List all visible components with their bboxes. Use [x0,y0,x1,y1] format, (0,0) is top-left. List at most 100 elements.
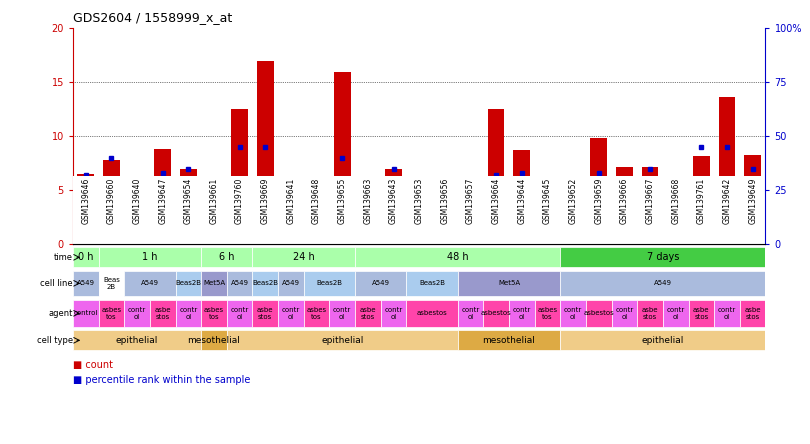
Bar [155,149,171,244]
Bar [355,300,381,327]
Text: GSM139649: GSM139649 [748,178,757,224]
Text: control: control [74,310,98,316]
Bar [103,160,120,244]
Text: A549: A549 [77,280,95,286]
Bar [509,300,535,327]
Text: GSM139641: GSM139641 [287,178,296,224]
Text: GSM139668: GSM139668 [671,178,680,224]
Bar [718,97,735,244]
Bar [565,226,582,244]
Bar [561,300,586,327]
Text: contr
ol: contr ol [667,307,684,320]
Bar [663,300,688,327]
Bar [227,330,458,350]
Bar [612,300,637,327]
Text: time: time [54,253,73,262]
Text: epithelial: epithelial [642,336,684,345]
Bar [561,247,765,267]
Text: asbe
stos: asbe stos [642,307,659,320]
Text: A549: A549 [231,280,249,286]
Text: contr
ol: contr ol [564,307,582,320]
Text: GSM139644: GSM139644 [518,178,526,224]
Bar [458,330,561,350]
Text: ■ count: ■ count [73,360,113,370]
Bar [124,300,150,327]
Text: contr
ol: contr ol [333,307,352,320]
Text: contr
ol: contr ol [616,307,633,320]
Bar [458,271,561,296]
Text: GSM139761: GSM139761 [697,178,706,224]
Text: asbe
stos: asbe stos [360,307,376,320]
Text: contr
ol: contr ol [385,307,403,320]
Text: epithelial: epithelial [321,336,364,345]
Bar [304,300,330,327]
Text: contr
ol: contr ol [513,307,531,320]
Bar [360,190,376,244]
Text: Beas2B: Beas2B [317,280,343,286]
Text: GSM139657: GSM139657 [466,178,475,224]
Text: asbes
tos: asbes tos [306,307,326,320]
Bar [150,300,176,327]
Bar [355,271,407,296]
Text: asbe
stos: asbe stos [693,307,710,320]
Bar [561,271,765,296]
Text: GSM139652: GSM139652 [569,178,578,224]
Bar [99,300,124,327]
Bar [73,330,201,350]
Text: Beas2B: Beas2B [252,280,279,286]
Bar [176,300,201,327]
Bar [253,271,278,296]
Bar [304,271,355,296]
Bar [201,300,227,327]
Text: GSM139760: GSM139760 [235,178,244,224]
Bar [283,241,299,244]
Text: Met5A: Met5A [203,280,225,286]
Bar [535,300,561,327]
Text: agent: agent [49,309,73,318]
Text: A549: A549 [141,280,159,286]
Text: Beas
2B: Beas 2B [103,277,120,290]
Bar [201,247,253,267]
Text: Met5A: Met5A [498,280,520,286]
Text: 6 h: 6 h [219,252,235,262]
Text: A549: A549 [372,280,390,286]
Bar [309,240,325,244]
Text: 24 h: 24 h [293,252,314,262]
Text: asbestos: asbestos [481,310,511,316]
Bar [539,210,556,244]
Bar [561,330,765,350]
Text: contr
ol: contr ol [128,307,146,320]
Bar [73,271,99,296]
Text: contr
ol: contr ol [179,307,198,320]
Bar [458,300,484,327]
Text: asbe
stos: asbe stos [155,307,171,320]
Bar [129,177,145,244]
Text: asbes
tos: asbes tos [101,307,122,320]
Bar [330,300,355,327]
Bar [334,71,351,244]
Text: asbes
tos: asbes tos [537,307,557,320]
Bar [586,300,612,327]
Text: A549: A549 [654,280,671,286]
Text: ■ percentile rank within the sample: ■ percentile rank within the sample [73,375,250,385]
Text: GDS2604 / 1558999_x_at: GDS2604 / 1558999_x_at [73,11,232,24]
Bar [744,155,761,244]
Text: asbe
stos: asbe stos [257,307,274,320]
Text: GSM139660: GSM139660 [107,178,116,224]
Text: asbe
stos: asbe stos [744,307,761,320]
Bar [227,271,253,296]
Text: asbes
tos: asbes tos [204,307,224,320]
Bar [355,247,561,267]
Bar [407,300,458,327]
Text: GSM139667: GSM139667 [646,178,654,224]
Text: cell line: cell line [40,279,73,288]
Text: asbestos: asbestos [416,310,447,316]
Bar [484,300,509,327]
Text: GSM139648: GSM139648 [312,178,321,224]
Bar [637,300,663,327]
Bar [688,300,714,327]
Bar [124,271,176,296]
Bar [616,166,633,244]
Text: GSM139645: GSM139645 [543,178,552,224]
Bar [253,300,278,327]
